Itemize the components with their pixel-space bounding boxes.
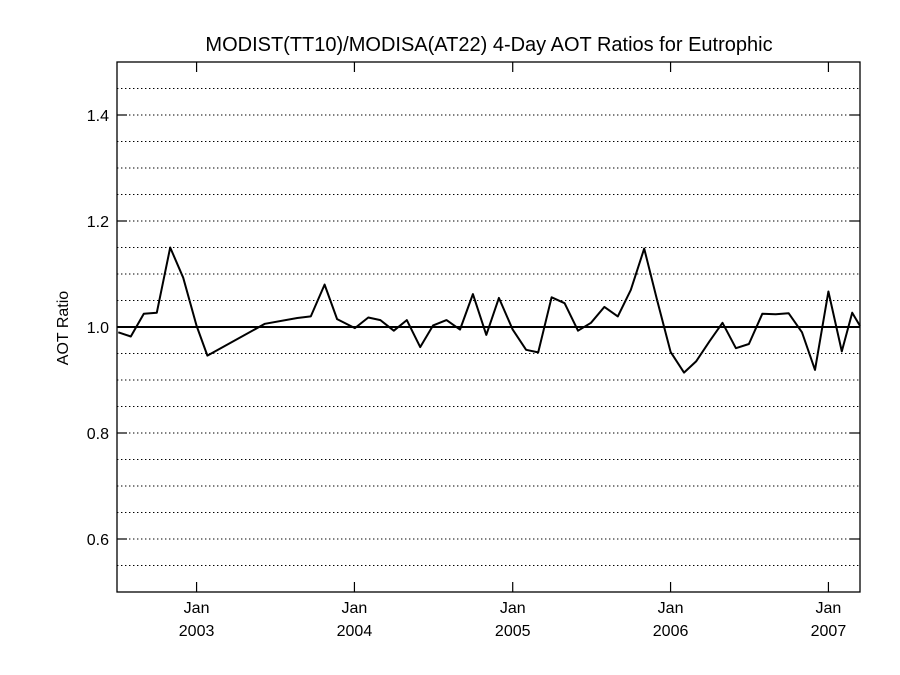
- x-tick-label-month: Jan: [816, 600, 842, 617]
- x-tick-label-year: 2004: [337, 623, 373, 640]
- y-tick-label: 1.4: [87, 108, 109, 125]
- y-axis-label: AOT Ratio: [55, 291, 72, 366]
- series-group: [117, 246, 861, 374]
- y-tick-label: 1.2: [87, 214, 109, 231]
- plot-frame: [116, 61, 861, 593]
- y-tick-label: 0.6: [87, 532, 109, 549]
- y-tick-label: 1.0: [87, 320, 109, 337]
- x-tick-label-year: 2005: [495, 623, 531, 640]
- chart-title: MODIST(TT10)/MODISA(AT22) 4-Day AOT Rati…: [205, 34, 772, 56]
- x-tick-label-month: Jan: [658, 600, 684, 617]
- x-tick-label-month: Jan: [342, 600, 368, 617]
- x-tick-label-year: 2007: [811, 623, 847, 640]
- x-tick-label-month: Jan: [500, 600, 526, 617]
- x-tick-label-year: 2003: [179, 623, 215, 640]
- axis-ticks: 0.6 0.8 1.0 1.2 1.4 Jan 2003 Jan 2004 Jan 2005 Jan 2…: [87, 62, 860, 640]
- series-line: [117, 246, 861, 374]
- y-tick-label: 0.8: [87, 426, 109, 443]
- x-tick-label-month: Jan: [184, 600, 210, 617]
- x-tick-label-year: 2006: [653, 623, 689, 640]
